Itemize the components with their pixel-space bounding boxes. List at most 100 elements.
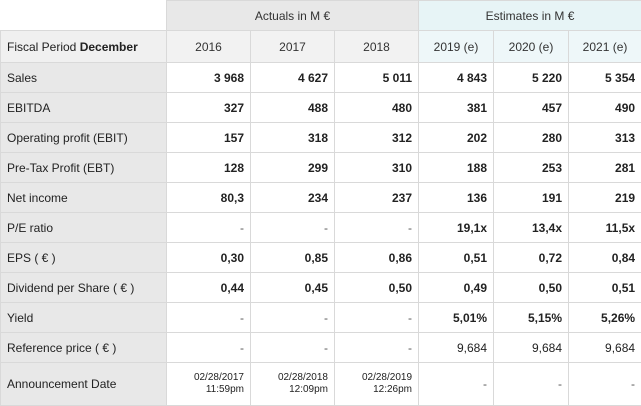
table-row: Yield - - - 5,01% 5,15% 5,26% bbox=[1, 303, 641, 333]
table-cell: 237 bbox=[335, 183, 419, 213]
table-cell: 80,3 bbox=[167, 183, 251, 213]
table-cell: 281 bbox=[569, 153, 641, 183]
table-cell: 381 bbox=[419, 93, 494, 123]
announcement-date: 02/28/2017 bbox=[173, 372, 244, 384]
table-cell: 0,85 bbox=[251, 243, 335, 273]
table-cell: 0,84 bbox=[569, 243, 641, 273]
table-cell: 202 bbox=[419, 123, 494, 153]
table-cell: 9,684 bbox=[569, 333, 641, 363]
table-cell: 13,4x bbox=[494, 213, 569, 243]
table-cell: 0,45 bbox=[251, 273, 335, 303]
table-cell: 128 bbox=[167, 153, 251, 183]
table-cell: 327 bbox=[167, 93, 251, 123]
table-cell: 5,15% bbox=[494, 303, 569, 333]
actuals-group-header: Actuals in M € bbox=[167, 1, 419, 31]
fiscal-period-label: Fiscal Period December bbox=[1, 31, 167, 63]
row-label-net-income[interactable]: Net income bbox=[1, 183, 167, 213]
year-header: 2018 bbox=[335, 31, 419, 63]
year-header-row: Fiscal Period December 2016 2017 2018 20… bbox=[1, 31, 641, 63]
table-cell: 0,50 bbox=[494, 273, 569, 303]
row-label-ebitda[interactable]: EBITDA bbox=[1, 93, 167, 123]
fiscal-period-month: December bbox=[80, 40, 138, 54]
table-cell: - bbox=[167, 303, 251, 333]
table-cell: - bbox=[335, 333, 419, 363]
table-row: EBITDA 327 488 480 381 457 490 bbox=[1, 93, 641, 123]
table-cell: 312 bbox=[335, 123, 419, 153]
announcement-date-cell: 02/28/2017 11:59pm bbox=[167, 363, 251, 406]
table-row: Announcement Date 02/28/2017 11:59pm 02/… bbox=[1, 363, 641, 406]
table-cell: - bbox=[335, 213, 419, 243]
table-row: P/E ratio - - - 19,1x 13,4x 11,5x bbox=[1, 213, 641, 243]
table-cell: 136 bbox=[419, 183, 494, 213]
table-cell: - bbox=[335, 303, 419, 333]
year-header: 2019 (e) bbox=[419, 31, 494, 63]
table-cell: 19,1x bbox=[419, 213, 494, 243]
table-cell: 5 220 bbox=[494, 63, 569, 93]
table-cell: - bbox=[167, 333, 251, 363]
table-cell: 5,26% bbox=[569, 303, 641, 333]
table-row: Net income 80,3 234 237 136 191 219 bbox=[1, 183, 641, 213]
announcement-date: 02/28/2019 bbox=[341, 372, 412, 384]
table-cell: 0,72 bbox=[494, 243, 569, 273]
row-label-sales[interactable]: Sales bbox=[1, 63, 167, 93]
table-cell: 310 bbox=[335, 153, 419, 183]
table-cell: 3 968 bbox=[167, 63, 251, 93]
table-cell: 280 bbox=[494, 123, 569, 153]
table-row: Operating profit (EBIT) 157 318 312 202 … bbox=[1, 123, 641, 153]
table-cell: 191 bbox=[494, 183, 569, 213]
year-header: 2021 (e) bbox=[569, 31, 641, 63]
year-header: 2020 (e) bbox=[494, 31, 569, 63]
year-header: 2017 bbox=[251, 31, 335, 63]
row-label-ebit[interactable]: Operating profit (EBIT) bbox=[1, 123, 167, 153]
table-cell: 490 bbox=[569, 93, 641, 123]
table-cell: 5,01% bbox=[419, 303, 494, 333]
table-cell: - bbox=[251, 213, 335, 243]
corner-blank bbox=[1, 1, 167, 31]
table-cell: 188 bbox=[419, 153, 494, 183]
table-row: EPS ( € ) 0,30 0,85 0,86 0,51 0,72 0,84 bbox=[1, 243, 641, 273]
table-cell: 253 bbox=[494, 153, 569, 183]
announcement-time: 11:59pm bbox=[173, 384, 244, 396]
row-label-ebt[interactable]: Pre-Tax Profit (EBT) bbox=[1, 153, 167, 183]
group-header-row: Actuals in M € Estimates in M € bbox=[1, 1, 641, 31]
table-cell: 219 bbox=[569, 183, 641, 213]
row-label-yield[interactable]: Yield bbox=[1, 303, 167, 333]
table-cell: 457 bbox=[494, 93, 569, 123]
announcement-date-cell: 02/28/2018 12:09pm bbox=[251, 363, 335, 406]
announcement-time: 12:09pm bbox=[257, 384, 328, 396]
table-cell: - bbox=[167, 213, 251, 243]
table-cell: 0,49 bbox=[419, 273, 494, 303]
table-cell: - bbox=[494, 363, 569, 406]
row-label-eps[interactable]: EPS ( € ) bbox=[1, 243, 167, 273]
table-row: Sales 3 968 4 627 5 011 4 843 5 220 5 35… bbox=[1, 63, 641, 93]
table-cell: - bbox=[419, 363, 494, 406]
table-cell: 0,50 bbox=[335, 273, 419, 303]
table-row: Dividend per Share ( € ) 0,44 0,45 0,50 … bbox=[1, 273, 641, 303]
table-cell: - bbox=[251, 333, 335, 363]
table-cell: 0,86 bbox=[335, 243, 419, 273]
table-cell: 4 843 bbox=[419, 63, 494, 93]
announcement-date: 02/28/2018 bbox=[257, 372, 328, 384]
table-cell: 299 bbox=[251, 153, 335, 183]
table-cell: 0,30 bbox=[167, 243, 251, 273]
announcement-date-cell: 02/28/2019 12:26pm bbox=[335, 363, 419, 406]
fiscal-period-text: Fiscal Period bbox=[7, 40, 76, 54]
table-cell: 318 bbox=[251, 123, 335, 153]
table-cell: 9,684 bbox=[494, 333, 569, 363]
table-row: Reference price ( € ) - - - 9,684 9,684 … bbox=[1, 333, 641, 363]
table-cell: 0,51 bbox=[419, 243, 494, 273]
table-cell: 0,44 bbox=[167, 273, 251, 303]
table-cell: 0,51 bbox=[569, 273, 641, 303]
row-label-dividend[interactable]: Dividend per Share ( € ) bbox=[1, 273, 167, 303]
estimates-group-header: Estimates in M € bbox=[419, 1, 641, 31]
table-cell: 313 bbox=[569, 123, 641, 153]
announcement-time: 12:26pm bbox=[341, 384, 412, 396]
table-cell: 480 bbox=[335, 93, 419, 123]
year-header: 2016 bbox=[167, 31, 251, 63]
row-label-pe-ratio[interactable]: P/E ratio bbox=[1, 213, 167, 243]
table-cell: 5 011 bbox=[335, 63, 419, 93]
row-label-announcement-date[interactable]: Announcement Date bbox=[1, 363, 167, 406]
row-label-reference-price[interactable]: Reference price ( € ) bbox=[1, 333, 167, 363]
table-cell: 5 354 bbox=[569, 63, 641, 93]
